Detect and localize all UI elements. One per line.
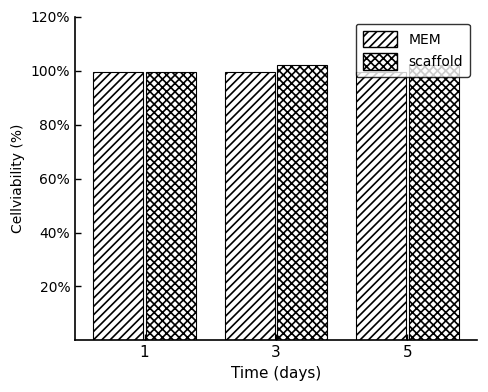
Y-axis label: Cellviability (%): Cellviability (%) bbox=[11, 124, 25, 233]
Bar bbox=[146, 72, 196, 341]
Bar bbox=[93, 72, 143, 341]
Bar bbox=[408, 65, 459, 341]
Bar bbox=[277, 65, 327, 341]
X-axis label: Time (days): Time (days) bbox=[231, 366, 321, 381]
Legend: MEM, scaffold: MEM, scaffold bbox=[356, 24, 470, 77]
Bar bbox=[224, 72, 275, 341]
Bar bbox=[356, 72, 406, 341]
